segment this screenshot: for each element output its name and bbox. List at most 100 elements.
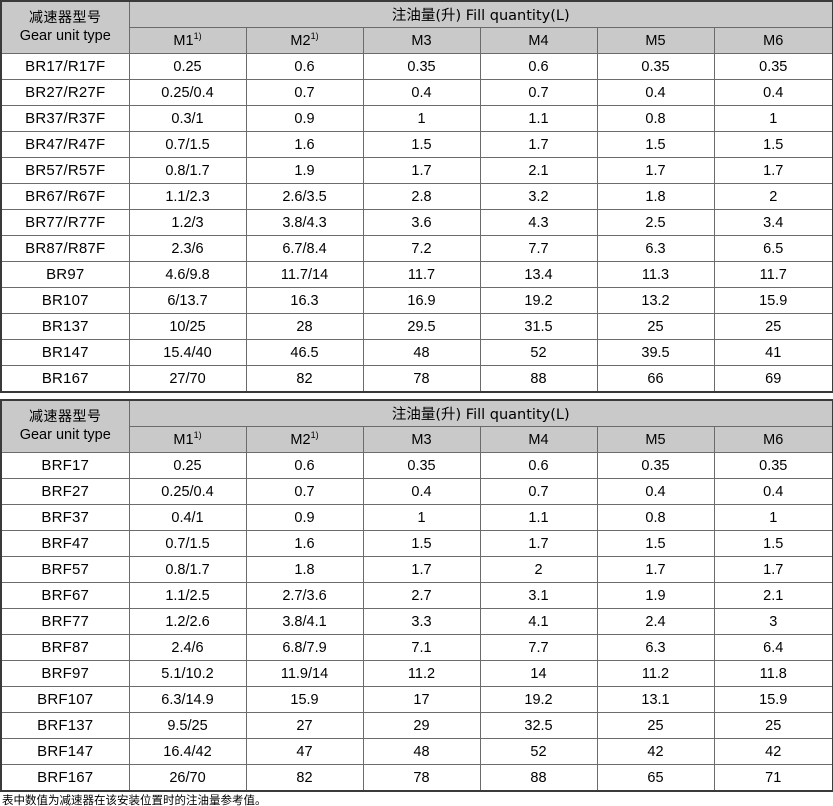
table-row: BR27/R27F 0.25/0.4 0.7 0.4 0.7 0.4 0.4 bbox=[0, 79, 833, 106]
cell-m5: 2.5 bbox=[596, 209, 715, 236]
cell-m1: 0.25 bbox=[128, 53, 247, 80]
cell-m2: 6.8/7.9 bbox=[245, 634, 364, 661]
cell-m3: 1.7 bbox=[362, 157, 481, 184]
cell-m1: 1.2/2.6 bbox=[128, 608, 247, 635]
fill-quantity-table-br: 减速器型号 Gear unit type 注油量(升) Fill quantit… bbox=[0, 0, 833, 393]
cell-m4: 19.2 bbox=[479, 287, 598, 314]
cell-m5: 66 bbox=[596, 365, 715, 393]
cell-m2: 11.7/14 bbox=[245, 261, 364, 288]
header-col-m5: M5 bbox=[596, 426, 715, 453]
cell-m2: 46.5 bbox=[245, 339, 364, 366]
table-row: BRF87 2.4/6 6.8/7.9 7.1 7.7 6.3 6.4 bbox=[0, 634, 833, 661]
cell-m2: 11.9/14 bbox=[245, 660, 364, 687]
cell-m5: 1.8 bbox=[596, 183, 715, 210]
cell-m2: 2.7/3.6 bbox=[245, 582, 364, 609]
table-row: BR167 27/70 82 78 88 66 69 bbox=[0, 365, 833, 393]
header-gear-unit-type-cn: 减速器型号 bbox=[29, 10, 102, 27]
cell-m3: 7.1 bbox=[362, 634, 481, 661]
row-model-label: BR147 bbox=[0, 339, 130, 366]
cell-m5: 6.3 bbox=[596, 235, 715, 262]
cell-m3: 0.35 bbox=[362, 53, 481, 80]
cell-m4: 1.1 bbox=[479, 504, 598, 531]
table-row: BRF137 9.5/25 27 29 32.5 25 25 bbox=[0, 712, 833, 739]
cell-m4: 52 bbox=[479, 339, 598, 366]
header-col-m4: M4 bbox=[479, 426, 598, 453]
table-row: BR147 15.4/40 46.5 48 52 39.5 41 bbox=[0, 339, 833, 366]
cell-m6: 0.35 bbox=[713, 53, 833, 80]
cell-m6: 1 bbox=[713, 504, 833, 531]
header-col-m3: M3 bbox=[362, 426, 481, 453]
cell-m1: 2.3/6 bbox=[128, 235, 247, 262]
table-header-brf: 减速器型号 Gear unit type 注油量(升) Fill quantit… bbox=[0, 399, 833, 453]
cell-m6: 1.7 bbox=[713, 157, 833, 184]
cell-m4: 0.7 bbox=[479, 478, 598, 505]
cell-m5: 2.4 bbox=[596, 608, 715, 635]
header-fill-quantity-group: 注油量(升) Fill quantity(L) bbox=[128, 399, 833, 427]
cell-m1: 0.25/0.4 bbox=[128, 478, 247, 505]
cell-m6: 69 bbox=[713, 365, 833, 393]
header-gear-unit-type-en: Gear unit type bbox=[19, 27, 111, 44]
cell-m5: 0.4 bbox=[596, 478, 715, 505]
cell-m1: 10/25 bbox=[128, 313, 247, 340]
cell-m6: 0.4 bbox=[713, 478, 833, 505]
cell-m4: 1.1 bbox=[479, 105, 598, 132]
header-col-m2-label: M2 bbox=[290, 32, 311, 49]
row-model-label: BR87/R87F bbox=[0, 235, 130, 262]
cell-m6: 1.5 bbox=[713, 530, 833, 557]
cell-m4: 52 bbox=[479, 738, 598, 765]
table-row: BRF167 26/70 82 78 88 65 71 bbox=[0, 764, 833, 792]
cell-m3: 1.5 bbox=[362, 131, 481, 158]
cell-m3: 17 bbox=[362, 686, 481, 713]
header-gear-unit-type: 减速器型号 Gear unit type bbox=[0, 399, 130, 453]
cell-m6: 3 bbox=[713, 608, 833, 635]
header-row-group: 减速器型号 Gear unit type 注油量(升) Fill quantit… bbox=[0, 0, 833, 54]
table-row: BRF107 6.3/14.9 15.9 17 19.2 13.1 15.9 bbox=[0, 686, 833, 713]
cell-m5: 1.7 bbox=[596, 556, 715, 583]
row-model-label: BRF147 bbox=[0, 738, 130, 765]
cell-m3: 0.35 bbox=[362, 452, 481, 479]
header-col-m1-label: M1 bbox=[173, 32, 194, 49]
cell-m5: 6.3 bbox=[596, 634, 715, 661]
cell-m3: 16.9 bbox=[362, 287, 481, 314]
cell-m6: 42 bbox=[713, 738, 833, 765]
cell-m1: 0.25 bbox=[128, 452, 247, 479]
cell-m2: 6.7/8.4 bbox=[245, 235, 364, 262]
table-body-brf: BRF17 0.25 0.6 0.35 0.6 0.35 0.35 BRF27 0.25/0.4… bbox=[0, 452, 833, 792]
cell-m5: 0.35 bbox=[596, 452, 715, 479]
cell-m3: 3.3 bbox=[362, 608, 481, 635]
header-col-m2-footnote-marker: 1) bbox=[310, 30, 319, 41]
table-row: BRF67 1.1/2.5 2.7/3.6 2.7 3.1 1.9 2.1 bbox=[0, 582, 833, 609]
header-col-m2: M21) bbox=[245, 27, 364, 54]
header-row-columns: M11) M21) M3 M4 M5 M6 bbox=[1, 27, 833, 54]
cell-m2: 0.6 bbox=[245, 452, 364, 479]
cell-m2: 1.6 bbox=[245, 131, 364, 158]
table-row: BRF77 1.2/2.6 3.8/4.1 3.3 4.1 2.4 3 bbox=[0, 608, 833, 635]
cell-m6: 3.4 bbox=[713, 209, 833, 236]
row-model-label: BRF107 bbox=[0, 686, 130, 713]
cell-m5: 1.5 bbox=[596, 131, 715, 158]
cell-m1: 26/70 bbox=[128, 764, 247, 792]
cell-m3: 11.2 bbox=[362, 660, 481, 687]
cell-m1: 0.4/1 bbox=[128, 504, 247, 531]
cell-m2: 82 bbox=[245, 764, 364, 792]
table-row: BR17/R17F 0.25 0.6 0.35 0.6 0.35 0.35 bbox=[0, 53, 833, 80]
cell-m4: 0.7 bbox=[479, 79, 598, 106]
table-row: BR57/R57F 0.8/1.7 1.9 1.7 2.1 1.7 1.7 bbox=[0, 157, 833, 184]
cell-m2: 28 bbox=[245, 313, 364, 340]
cell-m4: 2 bbox=[479, 556, 598, 583]
cell-m3: 2.8 bbox=[362, 183, 481, 210]
header-gear-unit-type-cn: 减速器型号 bbox=[29, 409, 102, 426]
cell-m4: 7.7 bbox=[479, 235, 598, 262]
cell-m1: 0.3/1 bbox=[128, 105, 247, 132]
cell-m2: 15.9 bbox=[245, 686, 364, 713]
table-body-br: BR17/R17F 0.25 0.6 0.35 0.6 0.35 0.35 BR27/R27F… bbox=[0, 53, 833, 393]
cell-m5: 11.3 bbox=[596, 261, 715, 288]
cell-m5: 1.7 bbox=[596, 157, 715, 184]
row-model-label: BRF87 bbox=[0, 634, 130, 661]
table-row: BRF57 0.8/1.7 1.8 1.7 2 1.7 1.7 bbox=[0, 556, 833, 583]
cell-m2: 82 bbox=[245, 365, 364, 393]
row-model-label: BR77/R77F bbox=[0, 209, 130, 236]
cell-m5: 13.2 bbox=[596, 287, 715, 314]
cell-m3: 11.7 bbox=[362, 261, 481, 288]
